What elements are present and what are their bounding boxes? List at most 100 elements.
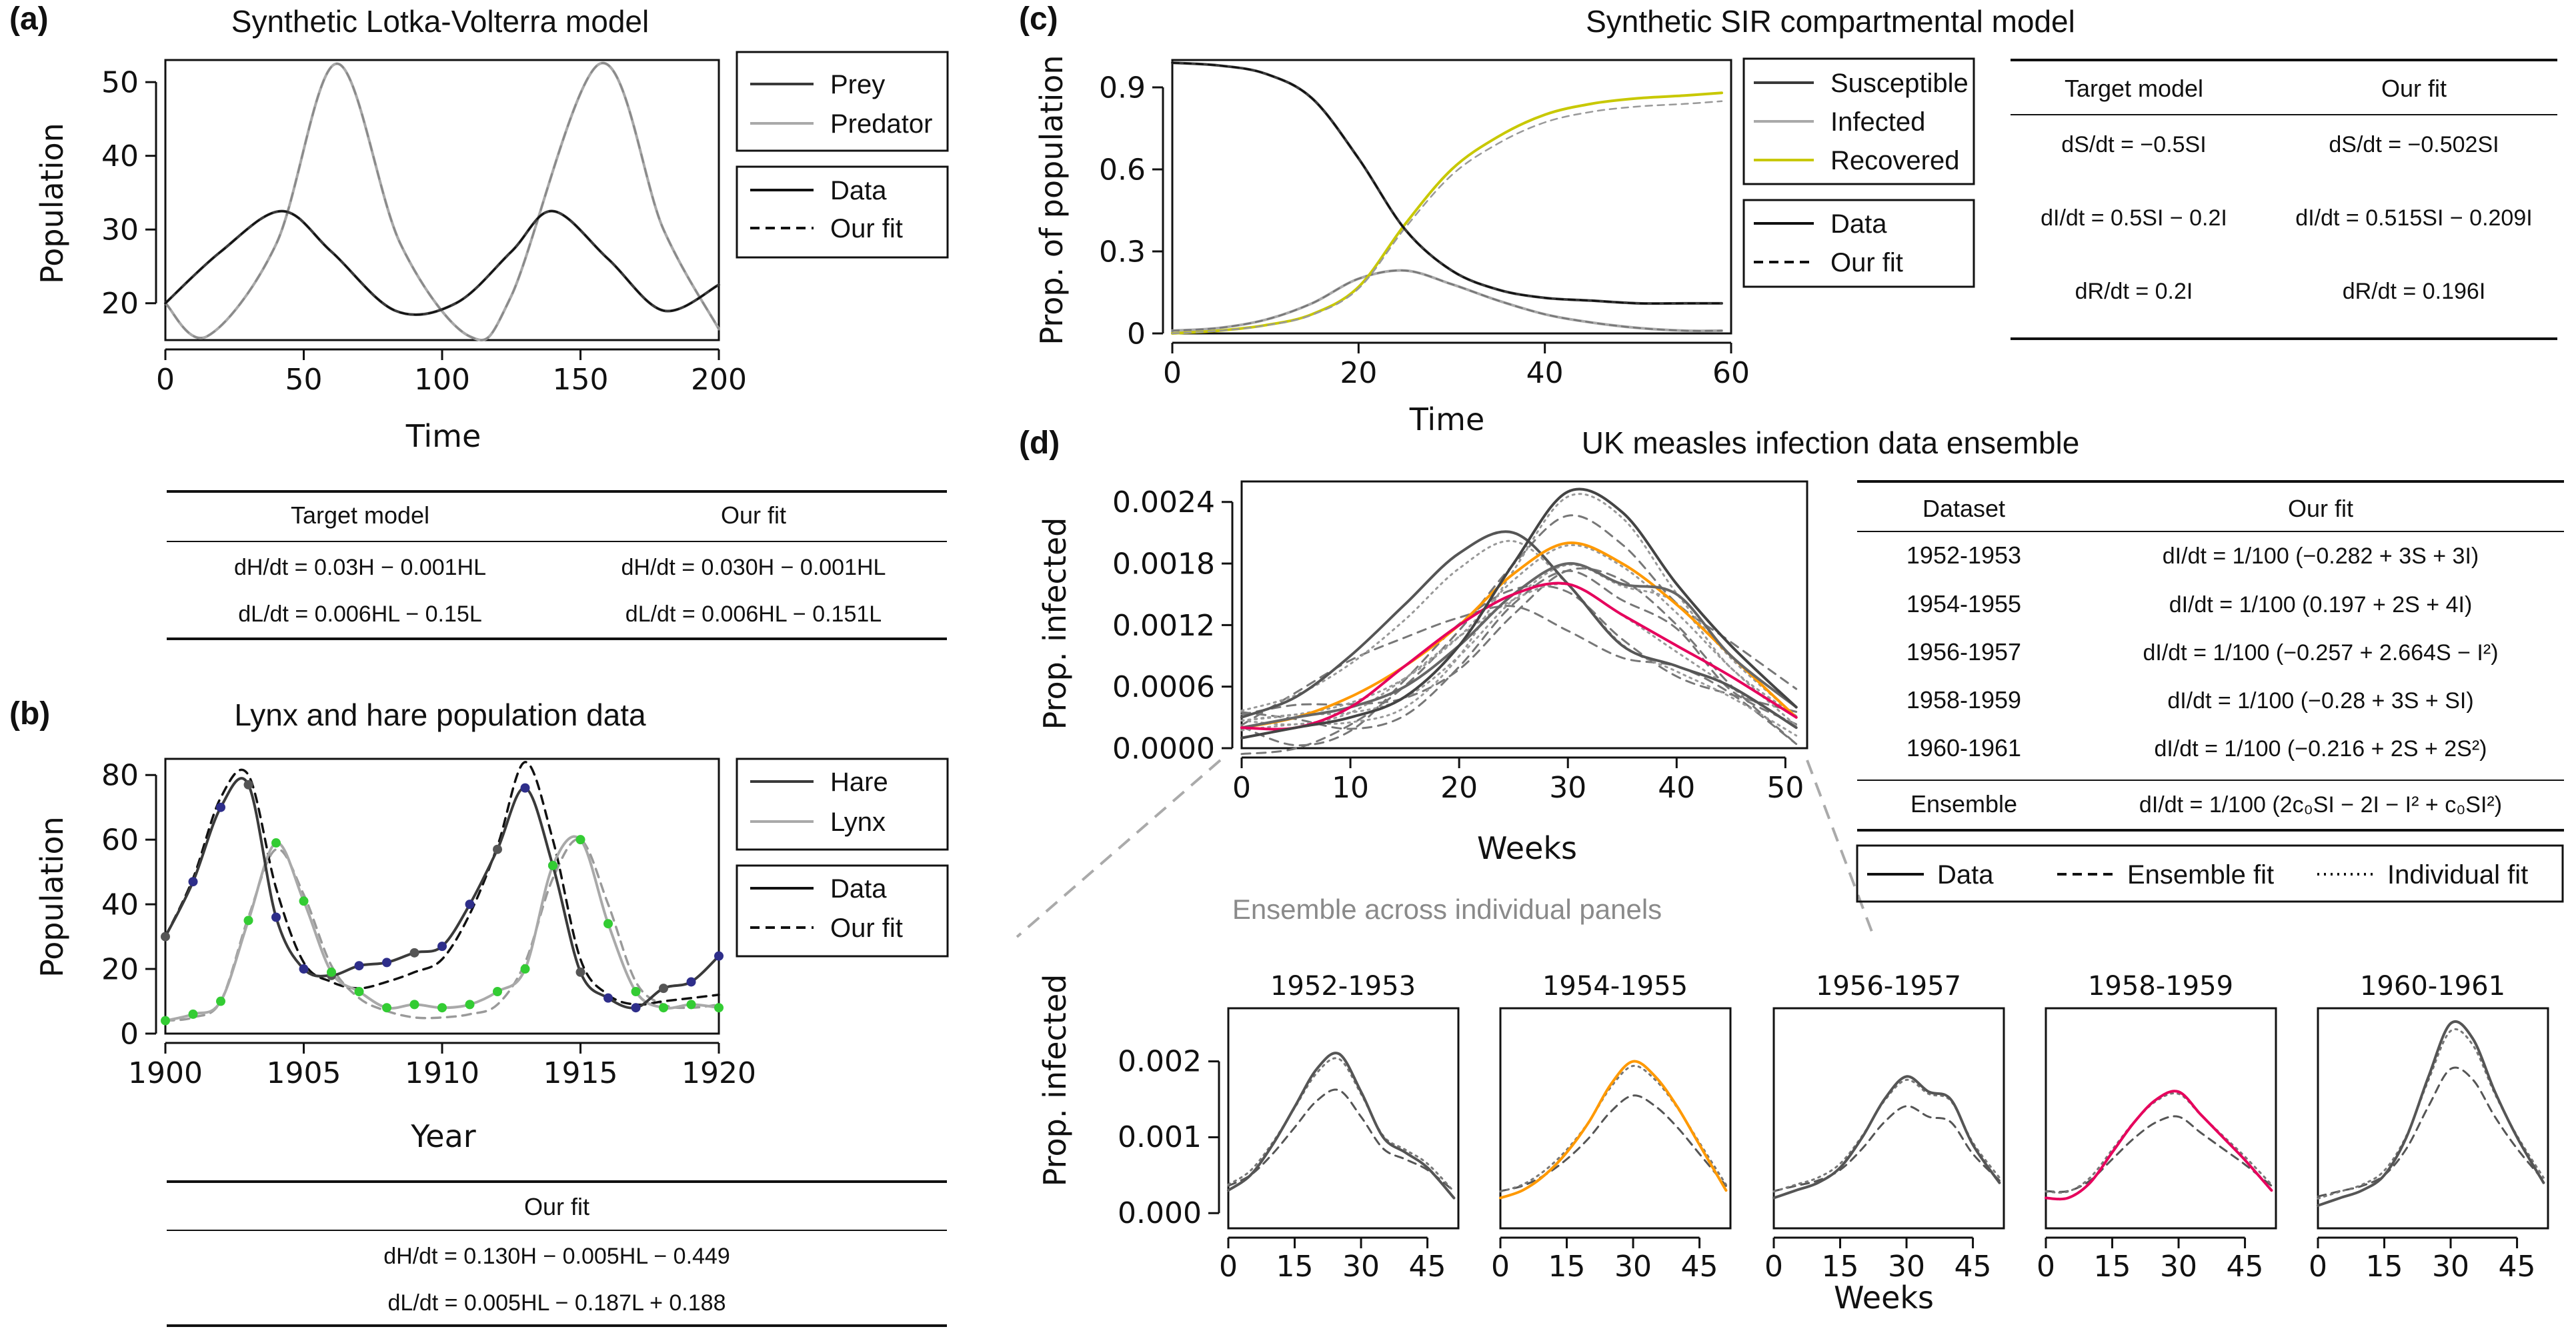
panel-b-label: (b): [9, 696, 50, 732]
table-b-cell: dL/dt = 0.005HL − 0.187L + 0.188: [388, 1290, 726, 1316]
hare-data-point: [161, 932, 170, 942]
panel-a-ylabel: Population: [34, 123, 70, 284]
individual-fit-line: [1227, 1057, 1455, 1193]
plot-frame: [2045, 1007, 2277, 1230]
data-line-1954-1955: [1240, 541, 1798, 730]
x-tick-label: 20: [1340, 356, 1377, 390]
x-tick-label: 45: [1681, 1250, 1718, 1284]
x-tick-label: 100: [414, 363, 470, 397]
data-line-1952-1953: [1240, 530, 1798, 730]
lynx-data-point: [299, 896, 309, 906]
x-tick-label: 30: [1342, 1250, 1380, 1284]
hare-data-point: [659, 984, 668, 994]
ensemble-fit-line: [1240, 567, 1798, 746]
y-tick-label: 50: [101, 66, 139, 100]
legend-our-fit: Our fit: [830, 914, 903, 943]
table-d-cell: 1954-1955: [1906, 590, 2021, 617]
lynx-data-point: [327, 967, 336, 977]
x-tick-label: 60: [1712, 356, 1750, 390]
table-c-cell: dR/dt = 0.196I: [2343, 279, 2486, 304]
y-tick-label: 0: [1127, 317, 1146, 351]
panel-c-label: (c): [1019, 1, 1058, 37]
x-tick-label: 0: [1764, 1250, 1783, 1284]
panel-a-label: (a): [9, 1, 49, 37]
predator-fit-line: [164, 62, 720, 341]
panel-d-table: Dataset Our fit 1952-1953 dI/dt = 1/100 (…: [1857, 480, 2564, 832]
small-plot-1956-1957: 1956-1957 0 15 30 45: [1764, 971, 2005, 1284]
x-tick-label: 40: [1658, 771, 1695, 805]
x-tick-label: 50: [285, 363, 323, 397]
lynx-data-point: [382, 1003, 391, 1013]
table-d-cell: 1956-1957: [1906, 638, 2021, 666]
legend-individual-fit: Individual fit: [2387, 860, 2528, 890]
small-plot-title: 1956-1957: [1816, 971, 1961, 1002]
plot-frame: [1227, 1007, 1460, 1230]
small-plot-title: 1958-1959: [2088, 971, 2233, 1002]
individual-fit-line: [1240, 544, 1798, 727]
x-tick-label: 45: [1955, 1250, 1992, 1284]
lynx-data-point: [216, 996, 225, 1006]
legend-lynx: Lynx: [830, 808, 886, 837]
recovered-fit-line: [1171, 100, 1723, 335]
x-tick-label: 10: [1332, 771, 1369, 805]
hare-data-point: [243, 780, 253, 790]
prey-line: [164, 209, 720, 316]
individual-fit-line: [1240, 539, 1798, 737]
ensemble-fit-line: [1240, 569, 1798, 730]
small-plot-1952-1953: 1952-1953 0 15 30 45 0.000 0.001 0.002: [1118, 971, 1460, 1284]
x-tick-label: 150: [553, 363, 609, 397]
table-d-cell: 1958-1959: [1906, 686, 2021, 714]
panel-d-legend: Data Ensemble fit Individual fit: [1856, 844, 2564, 903]
hare-data-point: [271, 912, 281, 922]
table-b-header: Our fit: [524, 1193, 589, 1220]
lynx-data-point: [161, 1016, 170, 1026]
plot-frame: [1772, 1007, 2005, 1230]
panel-c-plot: 0 20 40 60 0 0.3 0.6 0.9: [1099, 59, 1750, 390]
y-tick-label: 0.0024: [1112, 485, 1215, 519]
y-tick-label: 0: [120, 1017, 139, 1051]
plot-frame: [164, 758, 720, 1035]
x-tick-label: 30: [1888, 1250, 1925, 1284]
data-line-1960-1961: [1240, 487, 1798, 740]
table-a-cell: dL/dt = 0.006HL − 0.15L: [238, 601, 481, 627]
panel-c-table: Target model Our fit dS/dt = −0.5SI dS/d…: [2011, 59, 2557, 340]
small-plot-1960-1961: 1960-1961 0 15 30 45: [2309, 971, 2549, 1284]
plot-frame: [1171, 59, 1732, 335]
hare-data-point: [686, 977, 696, 987]
panel-b-ylabel: Population: [34, 816, 70, 978]
small-plot-title: 1952-1953: [1270, 971, 1416, 1002]
lynx-data-point: [714, 1003, 724, 1013]
individual-fit-line: [2317, 1028, 2545, 1200]
lynx-data-point: [520, 964, 530, 974]
lynx-data-point: [465, 1000, 475, 1010]
panel-d-xlabel: Weeks: [1477, 830, 1577, 866]
table-d-cell: dI/dt = 1/100 (−0.257 + 2.664S − I²): [2143, 640, 2498, 666]
hare-data-point: [299, 964, 309, 974]
ensemble-fit-line: [2317, 1066, 2545, 1198]
zoom-guide-right: [1806, 760, 1875, 938]
y-tick-label: 0.9: [1099, 71, 1146, 105]
y-tick-label: 0.002: [1118, 1044, 1202, 1078]
y-tick-label: 0.3: [1099, 235, 1146, 269]
panel-c-legend-series: Susceptible Infected Recovered: [1742, 57, 1975, 185]
plot-frame: [1240, 480, 1808, 750]
lynx-data-point: [354, 986, 364, 996]
panel-c-ylabel: Prop. of population: [1034, 55, 1070, 345]
table-c-cell: dI/dt = 0.5SI − 0.2I: [2041, 205, 2227, 231]
lynx-data-point: [243, 916, 253, 926]
hare-data-point: [354, 961, 364, 971]
table-d-cell: 1960-1961: [1906, 734, 2021, 762]
lynx-data-point: [437, 1003, 447, 1013]
hare-fit-line: [164, 761, 720, 1006]
x-tick-label: 15: [1276, 1250, 1314, 1284]
panel-b-legend-series: Hare Lynx: [736, 758, 949, 851]
table-c-cell: dI/dt = 0.515SI − 0.209I: [2295, 205, 2532, 231]
panel-b-plot: 1900 1905 1910 1915 1920 0 20 40 60 80: [101, 758, 756, 1090]
x-tick-label: 0: [2309, 1250, 2327, 1284]
hare-data-point: [437, 942, 447, 952]
data-line: [1227, 1052, 1456, 1200]
table-a-cell: dH/dt = 0.03H − 0.001HL: [234, 555, 486, 580]
panel-c-title: Synthetic SIR compartmental model: [1586, 4, 2075, 39]
hare-data-point: [216, 802, 225, 812]
legend-infected: Infected: [1830, 107, 1925, 137]
